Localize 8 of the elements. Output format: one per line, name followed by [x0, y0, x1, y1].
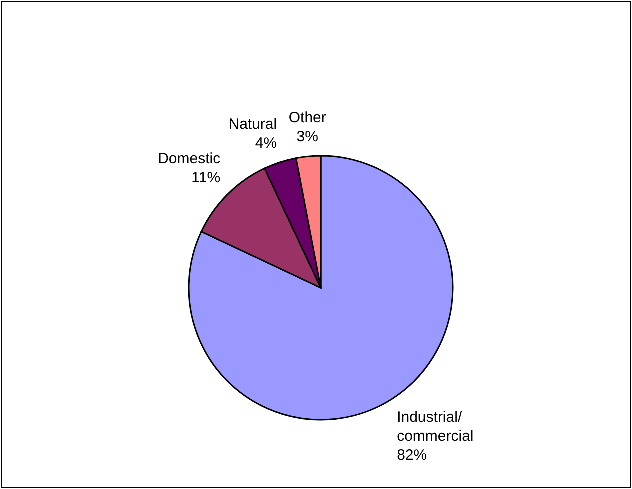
data-label: 3%	[296, 128, 318, 146]
data-label: 11%	[192, 170, 221, 187]
slice-label: Domestic	[158, 150, 222, 168]
data-label: 4%	[255, 134, 278, 152]
data-label: 82%	[397, 446, 428, 464]
slice-label: Natural	[228, 116, 278, 133]
slice-label: Industrial/commercial	[397, 408, 474, 445]
slice-label: Other	[288, 110, 326, 127]
